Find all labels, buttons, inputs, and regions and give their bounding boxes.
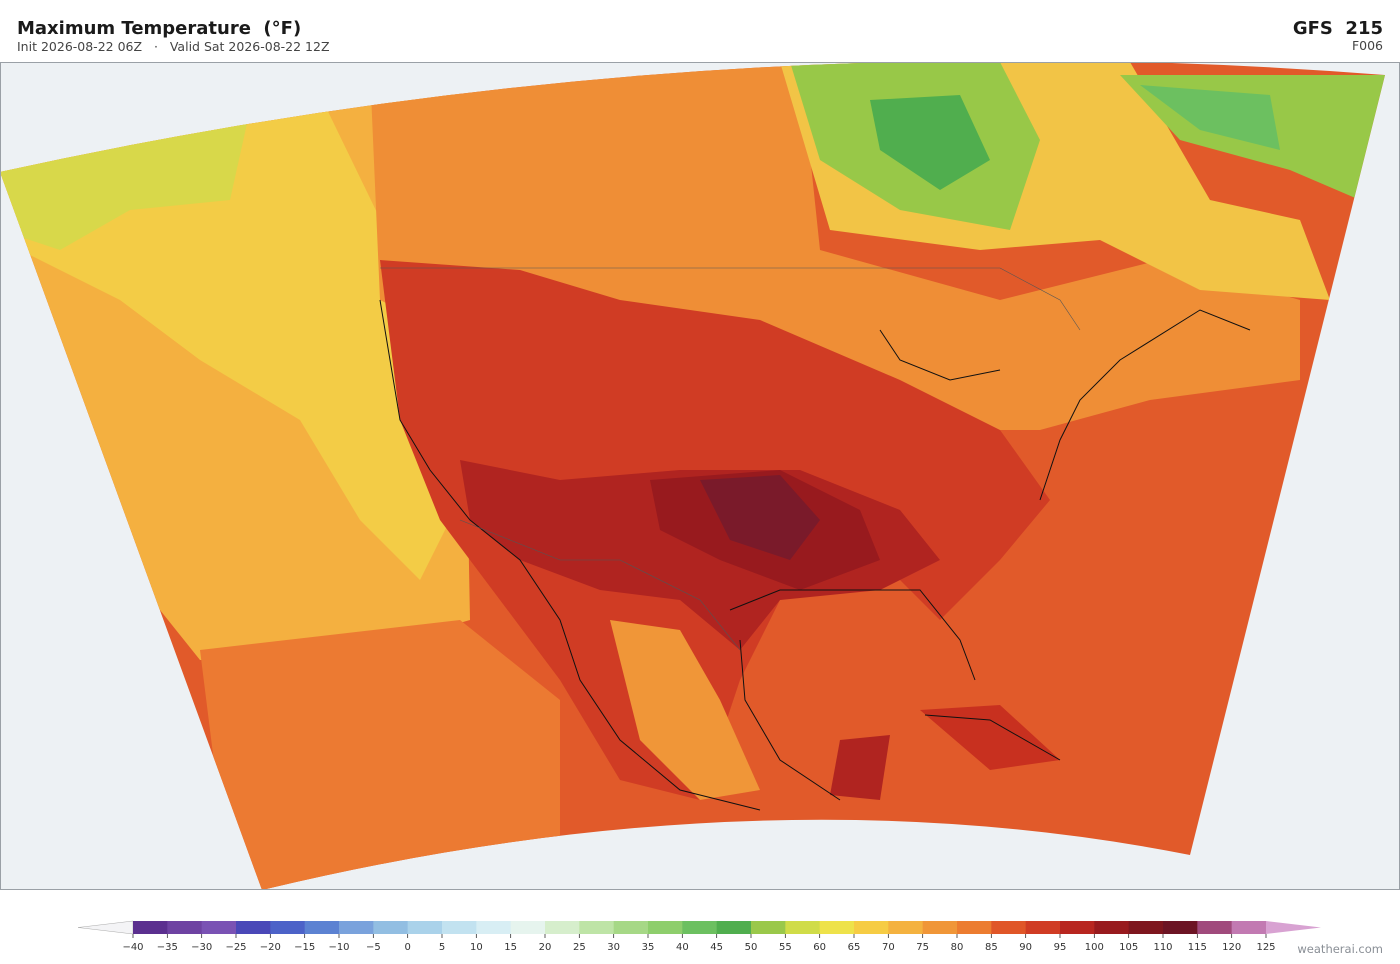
colorbar-segment [236,921,271,934]
colorbar-segment [407,921,443,934]
colorbar-tick-label: 115 [1188,942,1207,953]
colorbar-segment [613,921,649,934]
colorbar-segment [1197,921,1233,934]
colorbar-tick-label: 125 [1256,942,1275,953]
colorbar-segment [1094,921,1130,934]
colorbar: −40 −35 −30 −25 −20 −15 −10 −5 0 5 10 15 20 25 30 35 40 4… [77,920,1321,953]
temperature-field [1,63,1385,889]
colorbar-tick-label: −5 [366,942,381,953]
subtitle: Init 2026-08-22 06Z · Valid Sat 2026-08-… [17,39,330,54]
colorbar-segment [785,921,821,934]
colorbar-tick-label: 5 [439,942,445,953]
colorbar-tick-label: 80 [951,942,964,953]
colorbar-tick-label: 25 [573,942,586,953]
colorbar-tick-label: 0 [404,942,410,953]
colorbar-tick-label: 20 [539,942,552,953]
colorbar-segment [442,921,477,934]
colorbar-segment [270,921,306,934]
colorbar-tick-label: −25 [225,942,246,953]
colorbar-tick-label: 15 [504,942,517,953]
colorbar-tick-label: 40 [676,942,689,953]
colorbar-segment [373,921,409,934]
colorbar-tick-label: −30 [191,942,212,953]
colorbar-segment [819,921,855,934]
colorbar-segment [1128,921,1164,934]
colorbar-segment [991,921,1027,934]
colorbar-segment [1025,921,1061,934]
colorbar-segment [957,921,992,934]
colorbar-tick-label: 100 [1085,942,1104,953]
map [1,63,1399,889]
colorbar-segment [854,921,889,934]
colorbar-segment [304,921,340,934]
colorbar-tick-label: −10 [328,942,349,953]
colorbar-segment [716,921,752,934]
colorbar-tick-label: 10 [470,942,483,953]
colorbar-tick-label: 30 [607,942,620,953]
colorbar-extension [1266,921,1321,934]
colorbar-tick-label: 110 [1153,942,1172,953]
colorbar-tick-label: 120 [1222,942,1241,953]
colorbar-segment [1163,921,1198,934]
colorbar-segment [167,921,203,934]
forecast-hour: F006 [1352,38,1383,53]
colorbar-tick-label: 70 [882,942,895,953]
colorbar-tick-label: 85 [985,942,998,953]
colorbar-tick-label: 45 [710,942,723,953]
colorbar-segment [682,921,718,934]
colorbar-segment [888,921,924,934]
colorbar-segment [751,921,786,934]
colorbar-tick-label: 90 [1019,942,1032,953]
colorbar-segment [510,921,546,934]
colorbar-tick-label: 65 [848,942,861,953]
colorbar-extension [77,920,134,935]
title: Maximum Temperature (°F) [17,18,301,39]
colorbar-segment [579,921,615,934]
colorbar-tick-label: 35 [642,942,655,953]
model-label: GFS 215 [1293,18,1383,39]
colorbar-tick-label: −40 [122,942,143,953]
credit: weatherai.com [1297,942,1383,956]
colorbar-segment [133,921,168,934]
colorbar-segment [922,921,958,934]
colorbar-segment [476,921,512,934]
colorbar-segment [201,921,237,934]
colorbar-tick-label: −20 [260,942,281,953]
colorbar-tick-label: 50 [745,942,758,953]
borders [380,267,1081,651]
colorbar-tick-label: −15 [294,942,315,953]
colorbar-tick-label: 105 [1119,942,1138,953]
colorbar-segment [1231,921,1267,934]
colorbar-tick-label: 60 [813,942,826,953]
colorbar-tick-label: −35 [157,942,178,953]
coastlines [379,299,1251,811]
colorbar-segment [648,921,683,934]
colorbar-tick-label: 55 [779,942,792,953]
colorbar-segment [339,921,374,934]
colorbar-tick-label: 95 [1054,942,1067,953]
colorbar-tick-label: 75 [916,942,929,953]
colorbar-segment [545,921,580,934]
colorbar-segment [1060,921,1095,934]
